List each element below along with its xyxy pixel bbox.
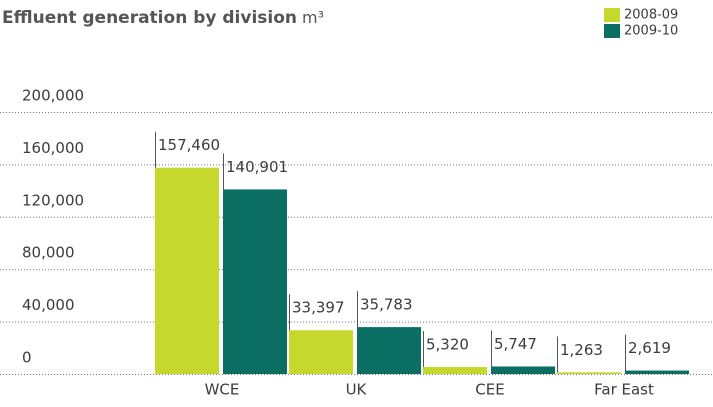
value-label: 33,397 [292,299,345,317]
y-tick-label: 200,000 [22,87,84,105]
y-tick-label: 40,000 [22,296,75,314]
x-tick-label: UK [346,381,368,399]
bar [625,370,689,374]
y-tick-label: 80,000 [22,244,75,262]
value-label: 1,263 [560,341,603,359]
x-tick-label: Far East [594,381,654,399]
chart-title: Effluent generation by division m³ [2,8,324,29]
y-tick-label: 0 [22,349,32,367]
title-unit: m³ [302,8,324,27]
bar [357,327,421,374]
value-label: 157,460 [158,136,220,154]
value-label: 5,320 [426,336,469,354]
x-tick-label: CEE [475,381,504,399]
bar [423,367,487,374]
y-tick-label: 160,000 [22,139,84,157]
y-tick-label: 120,000 [22,191,84,209]
legend-swatch [604,24,620,38]
value-label: 2,619 [628,339,671,357]
bar [223,189,287,374]
legend-label: 2009-10 [624,24,678,39]
bar [289,330,353,374]
legend-swatch [604,8,620,22]
value-label: 35,783 [360,296,413,314]
value-label: 140,901 [226,158,288,176]
x-tick-label: WCE [205,381,240,399]
bar [491,366,555,374]
value-label: 5,747 [494,335,537,353]
bar [557,372,621,374]
bar [155,167,219,374]
legend-label: 2008-09 [624,8,678,23]
title-text: Effluent generation by division [2,8,297,28]
